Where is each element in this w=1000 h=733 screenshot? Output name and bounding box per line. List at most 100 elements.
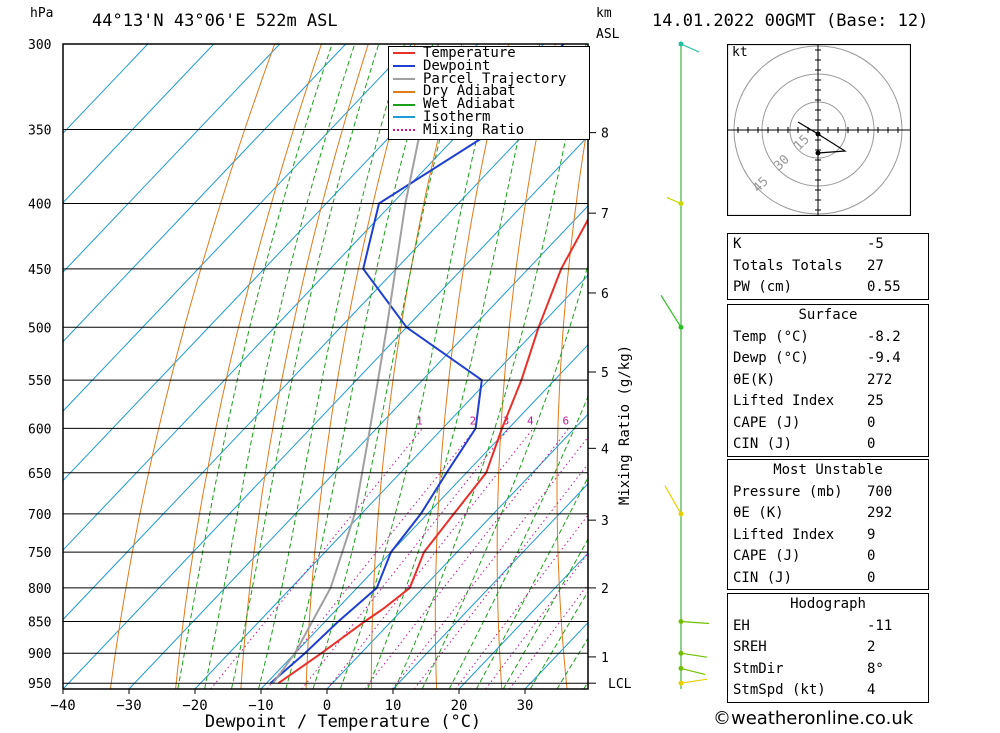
x-tick-label: −40 — [50, 698, 75, 714]
chart-legend: Temperature Dewpoint Parcel Trajectory Dry … — [388, 46, 590, 140]
mixing-ratio-label: 4 — [527, 414, 534, 427]
pressure-tick-label: 800 — [28, 582, 51, 597]
dry-adiabat-line — [240, 44, 369, 689]
mixing-ratio-label: 15 — [645, 414, 658, 427]
surface-temp: -8.2 — [867, 328, 901, 345]
mixing-ratio-label: 20 — [674, 414, 687, 427]
wet-adiabat-line — [285, 44, 434, 689]
dry-adiabat-line — [556, 120, 588, 689]
wind-barb — [680, 667, 706, 675]
pressure-tick-label: 750 — [28, 546, 51, 561]
dry-adiabat-line — [671, 44, 697, 689]
dry-adiabat-line — [977, 44, 1000, 689]
hodograph-table: Hodograph EH -11 SREH 2 StmDir 8° StmSpd (k… — [727, 593, 929, 703]
height-tick-label: 2 — [601, 582, 609, 597]
mixing-ratio-line — [210, 428, 423, 689]
isotherm-line — [63, 44, 413, 412]
wet-adiabat-line — [204, 44, 356, 689]
isotherm-line — [63, 44, 479, 482]
legend-swatch — [393, 77, 415, 80]
hodograph-unit: kt — [732, 45, 748, 60]
height-tick-label: 6 — [601, 287, 609, 302]
isotherm-line — [260, 344, 588, 689]
pressure-tick-label: 450 — [28, 263, 51, 278]
sreh-value: 2 — [867, 639, 876, 655]
x-tick-label: 10 — [385, 698, 402, 714]
legend-item: Wet Adiabat — [389, 97, 589, 111]
legend-item: Mixing Ratio — [389, 123, 589, 137]
isotherm-line — [326, 413, 588, 689]
location-title: 44°13'N 43°06'E 522m ASL — [92, 11, 338, 31]
wet-adiabat-line — [367, 44, 541, 689]
mixing-ratio-line — [455, 514, 588, 689]
isotherm-line — [128, 205, 588, 689]
pressure-tick-label: 850 — [28, 616, 51, 631]
legend-label: Parcel Trajectory — [423, 70, 567, 87]
k-index-value: -5 — [867, 236, 884, 252]
mixing-ratio-line — [364, 428, 570, 689]
wind-barb — [660, 294, 682, 328]
hodograph-trace — [797, 121, 847, 154]
wet-adiabat-line — [258, 44, 406, 689]
surface-dewp: -9.4 — [867, 350, 901, 366]
isotherm-line — [63, 44, 281, 273]
indices-table: K -5 Totals Totals 27 PW (cm) 0.55 — [727, 233, 929, 300]
k-index-row: K -5 — [728, 234, 928, 256]
wind-barb — [664, 485, 682, 515]
x-tick-label: 30 — [517, 698, 534, 714]
legend-label: Dry Adiabat — [423, 83, 516, 100]
isotherm-line — [458, 552, 588, 689]
legend-label: Dewpoint — [423, 57, 491, 74]
pressure-tick-label: 950 — [28, 677, 51, 692]
legend-item: Isotherm — [389, 110, 589, 124]
totals-row: Totals Totals 27 — [728, 256, 928, 278]
legend-swatch — [393, 90, 415, 93]
isotherm-line — [63, 135, 588, 689]
pressure-tick-label: 700 — [28, 508, 51, 523]
x-axis-label: Dewpoint / Temperature (°C) — [205, 712, 481, 732]
wind-barb — [666, 196, 682, 205]
copyright-link[interactable]: ©weatheronline.co.uk — [713, 708, 914, 729]
mixing-ratio-label: 25 — [696, 414, 709, 427]
legend-swatch — [393, 103, 415, 106]
pressure-tick-label: 350 — [28, 123, 51, 138]
wet-adiabat-line — [394, 44, 587, 689]
x-tick-label: −30 — [116, 698, 141, 714]
hodograph-title: Hodograph — [790, 596, 866, 612]
legend-item: Temperature — [389, 45, 589, 61]
wind-barb — [680, 43, 700, 53]
surface-theta: 272 — [867, 371, 893, 388]
surface-cape: 0 — [867, 414, 876, 431]
height-tick-label: 7 — [601, 207, 609, 222]
wind-barb — [680, 652, 708, 658]
wind-barb — [680, 678, 708, 684]
x-tick-label: −10 — [248, 698, 273, 714]
mu-li: 9 — [867, 526, 876, 543]
x-tick-label: 20 — [451, 698, 468, 714]
height-tick-label: 3 — [601, 514, 609, 529]
mixing-ratio-label: 6 — [562, 414, 569, 427]
pressure-tick-label: 900 — [28, 647, 51, 662]
pressure-tick-label: 650 — [28, 467, 51, 482]
wet-adiabat-line — [177, 44, 333, 689]
pressure-tick-label: 550 — [28, 374, 51, 389]
legend-label: Temperature — [423, 45, 516, 61]
isotherm-line — [63, 44, 215, 204]
surface-table: Surface Temp (°C) -8.2 Dewp (°C) -9.4 θE(K… — [727, 304, 929, 457]
stmspd-value: 4 — [867, 682, 876, 698]
isotherm-line — [63, 44, 545, 551]
pressure-unit: hPa — [30, 6, 54, 21]
most-unstable-table: Most Unstable Pressure (mb) 700 θE (K) 292… — [727, 459, 929, 590]
isotherm-line — [194, 274, 588, 689]
dry-adiabat-line — [305, 44, 416, 689]
dry-adiabat-line — [370, 44, 463, 689]
mu-cin: 0 — [867, 569, 876, 586]
legend-swatch — [393, 52, 415, 55]
storm-motion-point — [815, 150, 821, 156]
legend-swatch — [393, 129, 415, 132]
lcl-label: LCL — [608, 677, 632, 692]
mixing-ratio-label: 2 — [470, 414, 477, 427]
series-parcel-trajectory-line — [272, 44, 440, 684]
height-tick-label: 5 — [601, 366, 609, 381]
